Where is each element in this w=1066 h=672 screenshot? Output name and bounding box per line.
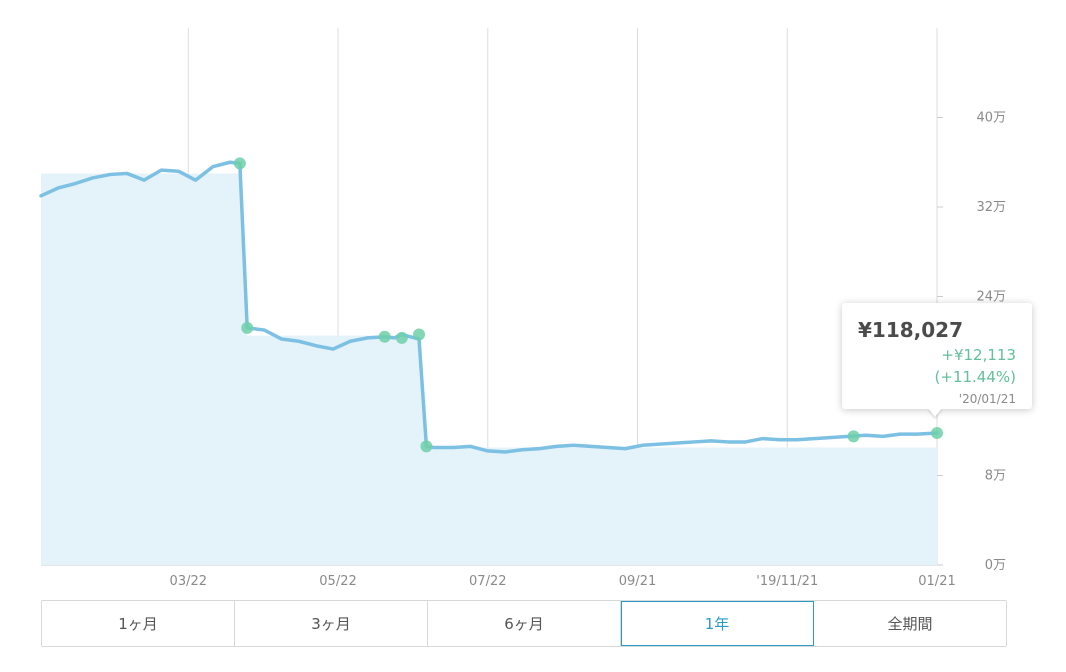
area-fill [41,173,937,565]
marker-layer [233,157,943,453]
data-point-marker[interactable] [233,157,246,170]
data-point-marker[interactable] [847,430,860,443]
data-point-marker[interactable] [413,328,426,341]
range-button-1y[interactable]: 1年 [621,601,814,646]
axis-labels: 03/22 05/22 07/22 09/21 '19/11/21 01/21 0万 8万 24… [170,111,1006,590]
range-button-all[interactable]: 全期間 [814,601,1006,646]
range-selector: 1ヶ月 3ヶ月 6ヶ月 1年 全期間 [41,600,1007,647]
range-button-6m[interactable]: 6ヶ月 [428,601,621,646]
data-point-marker[interactable] [395,331,408,344]
range-button-3m[interactable]: 3ヶ月 [235,601,428,646]
y-tick-label: 0万 [985,558,1006,573]
tooltip-value: ¥118,027 [858,318,964,342]
line-layer [39,160,939,454]
data-point-marker[interactable] [241,321,254,334]
x-tick-label: 05/22 [319,574,356,589]
y-tick-label: 32万 [976,200,1006,215]
y-tick-label: 8万 [985,469,1006,484]
data-point-marker[interactable] [420,440,433,453]
area-fill-path [41,173,937,565]
value-tooltip: ¥118,027 +¥12,113 (+11.44%) '20/01/21 [842,303,1032,409]
x-tick-label: '19/11/21 [756,574,818,589]
series-line [39,160,939,454]
data-point-marker[interactable] [378,330,391,343]
data-point-marker[interactable] [931,426,943,439]
x-tick-label: 07/22 [469,574,506,589]
tooltip-arrow [928,408,942,417]
y-tick-label: 40万 [976,111,1006,126]
tooltip-change: +¥12,113 (+11.44%) [934,346,1016,386]
x-tick-label: 03/22 [170,574,207,589]
tooltip-date: '20/01/21 [958,392,1016,406]
range-button-1m[interactable]: 1ヶ月 [42,601,235,646]
x-tick-label: 01/21 [918,574,955,589]
y-tick-label: 24万 [976,290,1006,305]
x-tick-label: 09/21 [619,574,656,589]
chart-container: 03/22 05/22 07/22 09/21 '19/11/21 01/21 0万 8万 24… [39,28,1032,590]
asset-chart: 03/22 05/22 07/22 09/21 '19/11/21 01/21 0万 8万 24… [39,28,1006,590]
